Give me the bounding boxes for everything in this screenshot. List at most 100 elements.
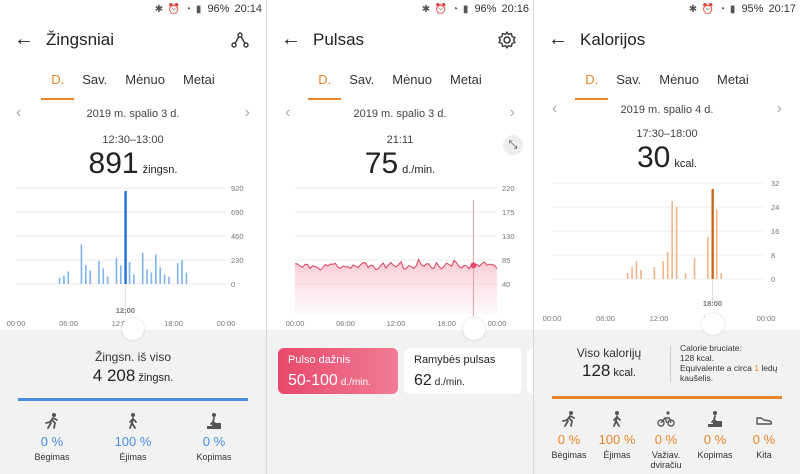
total-steps-unit: žingsn. <box>138 372 174 384</box>
y-tick-label: 220 <box>502 184 515 193</box>
x-tick-label: 00:00 <box>757 314 776 323</box>
activity-label: Važiav. dviračiu <box>650 450 682 470</box>
tab-month[interactable]: Mėnuo <box>125 72 165 87</box>
pulse-chart[interactable]: 220 175 130 85 40 00:00 06:00 12:00 18:00 00:00 <box>267 180 533 330</box>
route-icon[interactable] <box>230 30 250 50</box>
pulse-range-card[interactable]: Pulso dažnis 50-100 d./min. <box>278 348 398 394</box>
selected-value-unit: žingsn. <box>142 164 178 176</box>
card-value: 62 d./min. <box>414 372 512 390</box>
chart-scrubber-handle[interactable] <box>463 318 485 340</box>
back-arrow-icon[interactable]: ← <box>548 28 568 50</box>
activity-walking: 100 % Ėjimas <box>587 410 647 460</box>
activity-climbing: 0 % Kopimas <box>685 410 745 460</box>
bar <box>159 267 161 284</box>
prev-date-icon[interactable]: ‹ <box>552 100 558 117</box>
x-tick-label: 00:00 <box>7 319 26 328</box>
note-line: kaušelis. <box>680 373 714 383</box>
prev-date-icon[interactable]: ‹ <box>285 104 291 121</box>
y-tick-label: 0 <box>231 280 235 289</box>
header: ← Kalorijos <box>534 28 800 52</box>
steps-screen: ✱ ⏰ ◔ ▮ 96% 20:14 ← Žingsniai D. Sav. Mė… <box>0 0 266 474</box>
prev-date-icon[interactable]: ‹ <box>16 104 22 121</box>
tab-day[interactable]: D. <box>308 72 342 100</box>
selected-point <box>470 262 477 269</box>
tab-week[interactable]: Sav. <box>82 72 108 87</box>
activity-label: Ėjimas <box>603 450 631 460</box>
card-label: Pulso dažnis <box>288 354 351 366</box>
activity-cycling: 0 % Važiav. dviračiu <box>636 410 696 470</box>
y-tick-label: 175 <box>502 208 515 217</box>
calories-equivalent-note: Calorie bruciate: 128 kcal. Equivalente … <box>680 343 798 383</box>
tab-day[interactable]: D. <box>41 72 75 100</box>
activity-label: Bėgimas <box>34 452 70 462</box>
tab-week[interactable]: Sav. <box>349 72 375 87</box>
period-tabs: D. Sav. Mėnuo Metai <box>534 72 800 100</box>
total-calories-value: 128 kcal. <box>544 361 674 381</box>
chart-scrubber-handle[interactable] <box>702 313 724 335</box>
summary-separator <box>670 346 671 382</box>
status-time: 20:17 <box>768 3 796 15</box>
battery-level: 96% <box>207 3 230 15</box>
activity-percent: 0 % <box>752 432 776 447</box>
note-line: 128 kcal. <box>680 353 715 363</box>
tab-month[interactable]: Mėnuo <box>659 72 699 87</box>
total-calories-label: Viso kalorijų <box>576 346 642 360</box>
battery-level: 96% <box>474 3 497 15</box>
next-card-peek[interactable] <box>527 348 533 394</box>
running-icon <box>539 410 599 428</box>
page-title: Žingsniai <box>46 30 115 49</box>
tab-month[interactable]: Mėnuo <box>392 72 432 87</box>
selected-value-number: 30 <box>637 141 671 174</box>
activity-percent: 0 % <box>40 434 64 449</box>
x-tick-label: 00:00 <box>488 319 507 328</box>
tab-week[interactable]: Sav. <box>616 72 642 87</box>
status-icons: ✱ ⏰ ◔ ▮ <box>154 3 203 15</box>
tab-year[interactable]: Metai <box>450 72 482 87</box>
next-date-icon[interactable]: › <box>509 104 515 121</box>
status-bar: ✱ ⏰ ◔ ▮ 96% 20:14 <box>155 3 262 15</box>
selected-value-unit: kcal. <box>674 158 697 170</box>
bar <box>150 272 153 284</box>
bar <box>715 210 718 279</box>
activity-other: 0 % Kita <box>734 410 794 460</box>
bar <box>631 267 633 279</box>
total-steps-number: 4 208 <box>92 366 136 385</box>
x-tick-label: 06:00 <box>59 319 78 328</box>
bar <box>80 244 83 284</box>
pulse-area <box>295 259 497 314</box>
note-line: Calorie bruciate: <box>680 343 742 353</box>
bar <box>67 271 70 284</box>
card-value-unit: d./min. <box>434 377 465 388</box>
tab-year[interactable]: Metai <box>183 72 215 87</box>
bar <box>693 258 696 279</box>
activity-percent: 0 % <box>703 432 727 447</box>
card-value: 50-100 d./min. <box>288 372 388 390</box>
gear-icon[interactable] <box>497 30 517 50</box>
bar <box>176 263 179 284</box>
selected-value-number: 891 <box>88 147 139 180</box>
climbing-icon <box>685 410 745 428</box>
selected-value-number: 75 <box>364 147 399 180</box>
steps-chart[interactable]: 920 690 460 230 0 00:00 06:00 12:00 18:00 00:00 12… <box>0 180 266 330</box>
note-line: ledų <box>761 363 778 373</box>
next-date-icon[interactable]: › <box>776 100 782 117</box>
status-icons: ✱ ⏰ ◔ ▮ <box>421 3 470 15</box>
back-arrow-icon[interactable]: ← <box>281 28 301 50</box>
tab-day[interactable]: D. <box>575 72 609 100</box>
total-calories-unit: kcal. <box>613 367 636 379</box>
y-tick-label: 85 <box>502 256 510 265</box>
y-tick-label: 130 <box>502 232 515 241</box>
back-arrow-icon[interactable]: ← <box>14 28 34 50</box>
total-calories-number: 128 <box>582 361 611 380</box>
x-tick-label: 00:00 <box>286 319 305 328</box>
expand-icon[interactable]: ⤡ <box>503 135 523 155</box>
y-tick-label: 8 <box>771 251 775 260</box>
x-tick-label: 12:00 <box>387 319 406 328</box>
tab-year[interactable]: Metai <box>717 72 749 87</box>
activity-label: Kita <box>756 450 772 460</box>
bar <box>163 274 166 284</box>
chart-scrubber-handle[interactable] <box>122 318 144 340</box>
resting-pulse-card[interactable]: Ramybės pulsas 62 d./min. <box>404 348 522 394</box>
next-date-icon[interactable]: › <box>244 104 250 121</box>
